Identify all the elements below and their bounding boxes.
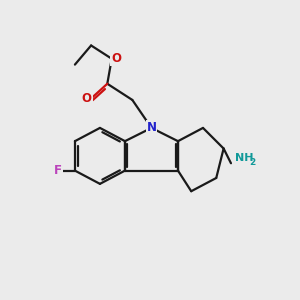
- Text: 2: 2: [249, 158, 256, 167]
- Text: O: O: [82, 92, 92, 105]
- Text: O: O: [111, 52, 121, 65]
- Text: N: N: [146, 122, 157, 134]
- Text: F: F: [54, 164, 62, 177]
- Text: NH: NH: [236, 153, 254, 163]
